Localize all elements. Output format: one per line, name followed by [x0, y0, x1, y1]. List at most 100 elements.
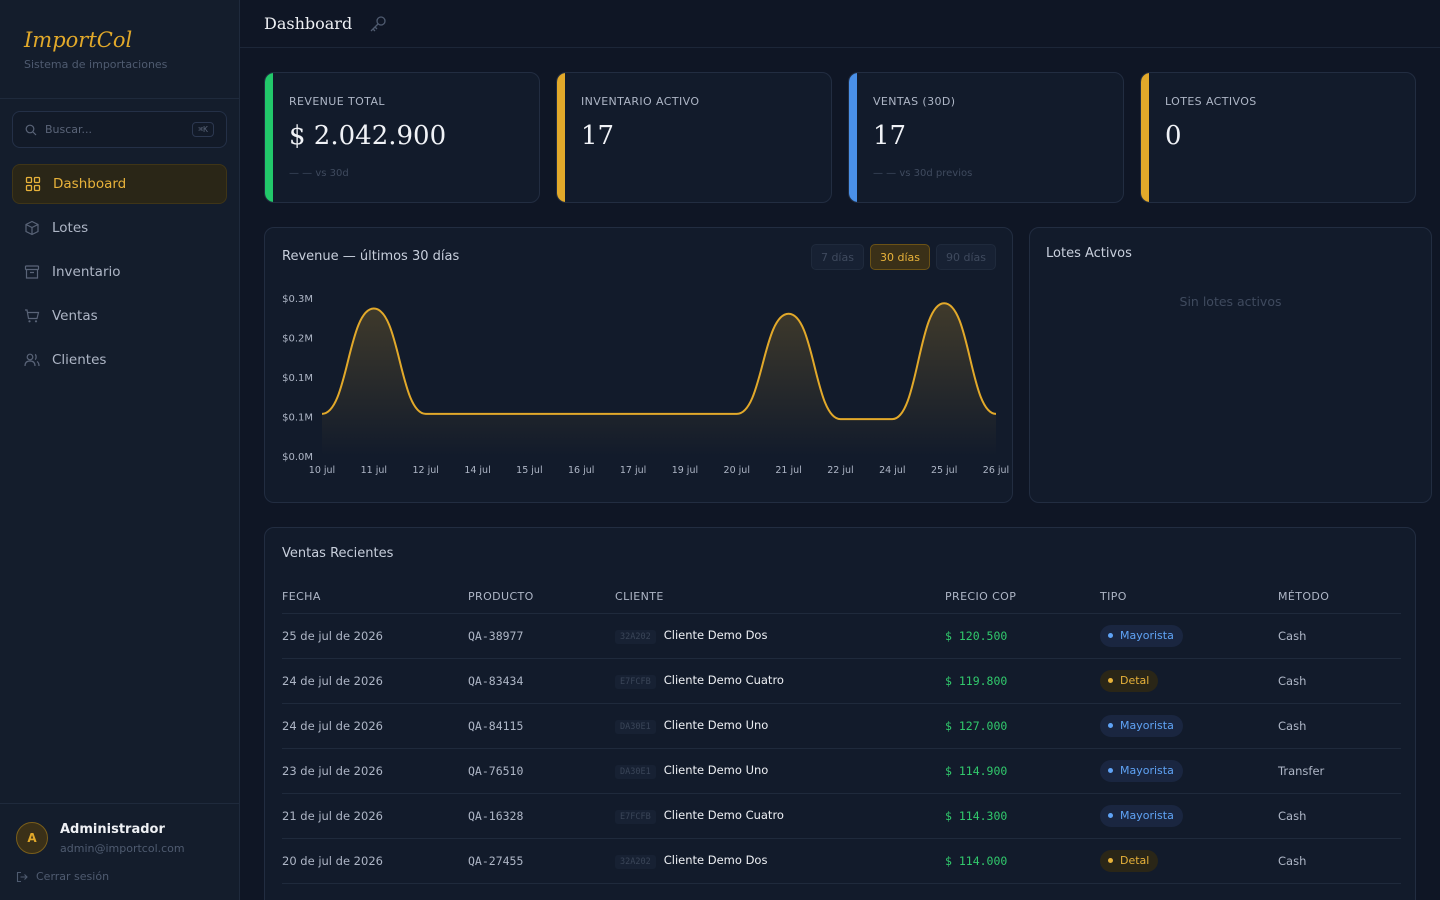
- data-point[interactable]: [526, 411, 532, 417]
- client-code: 32A202: [615, 854, 656, 869]
- brand-subtitle: Sistema de importaciones: [24, 58, 168, 71]
- revenue-chart: $0.0M $0.1M $0.1M $0.2M $0.3M 10 jul 11 jul 12 …: [282, 294, 1009, 476]
- status-dot: [1108, 768, 1113, 773]
- y-tick-label: $0.1M: [282, 373, 313, 384]
- table-row[interactable]: 25 de jul de 2026 QA-38977 32A202 Cliente D…: [282, 613, 1401, 659]
- client-code: E7FCFB: [615, 674, 656, 689]
- range-selector: 7 días 30 días 90 días: [805, 244, 996, 270]
- metodo-cell: Cash: [1278, 793, 1401, 839]
- precio-cell: $ 127.000: [945, 703, 1100, 749]
- data-point[interactable]: [423, 411, 429, 417]
- metodo-cell: Transfer: [1278, 748, 1401, 794]
- sidebar-item-label: Inventario: [52, 264, 121, 280]
- brand: ImportCol Sistema de importaciones: [0, 0, 239, 99]
- key-icon[interactable]: [368, 14, 388, 34]
- x-tick-label: 11 jul: [361, 465, 387, 476]
- lotes-title: Lotes Activos: [1046, 246, 1132, 261]
- client-code: E7FCFB: [615, 809, 656, 824]
- column-header[interactable]: CLIENTE: [615, 580, 945, 614]
- column-header[interactable]: PRECIO COP: [945, 580, 1100, 614]
- sidebar-nav: Dashboard Lotes Inventario Ventas Client…: [12, 164, 227, 384]
- tipo-label: Detal: [1120, 854, 1150, 867]
- y-tick-label: $0.1M: [282, 413, 313, 424]
- tipo-badge: Detal: [1100, 849, 1159, 872]
- stat-value: 17: [873, 121, 907, 151]
- user-name: Administrador: [60, 822, 165, 837]
- logout-button[interactable]: Cerrar sesión: [16, 870, 109, 883]
- stat-comparison: — — vs 30d previos: [873, 168, 973, 179]
- sidebar: ImportCol Sistema de importaciones ⌘K Da…: [0, 0, 240, 900]
- tipo-label: Mayorista: [1120, 629, 1174, 642]
- data-point[interactable]: [682, 411, 688, 417]
- column-header[interactable]: FECHA: [282, 580, 468, 614]
- sidebar-item-ventas[interactable]: Ventas: [12, 296, 227, 336]
- data-point[interactable]: [578, 411, 584, 417]
- data-point[interactable]: [786, 311, 792, 317]
- table-row[interactable]: 24 de jul de 2026 QA-83434 E7FCFB Cliente D…: [282, 658, 1401, 704]
- client-name: Cliente Demo Cuatro: [663, 807, 784, 822]
- sidebar-item-clientes[interactable]: Clientes: [12, 340, 227, 380]
- data-point[interactable]: [941, 300, 947, 306]
- data-point[interactable]: [371, 306, 377, 312]
- data-point[interactable]: [734, 411, 740, 417]
- revenue-title: Revenue — últimos 30 días: [282, 249, 460, 264]
- cliente-cell: E7FCFB Cliente Demo Cuatro: [615, 793, 945, 839]
- column-header[interactable]: TIPO: [1100, 580, 1278, 614]
- tipo-label: Mayorista: [1120, 719, 1174, 732]
- revenue-panel: Revenue — últimos 30 días 7 días 30 días…: [264, 227, 1013, 503]
- table-row[interactable]: 20 de jul de 2026 QA-27455 32A202 Cliente D…: [282, 838, 1401, 884]
- precio-cell: $ 114.900: [945, 748, 1100, 794]
- stat-label: REVENUE TOTAL: [289, 95, 385, 108]
- revenue-area: [322, 303, 996, 456]
- data-point[interactable]: [837, 416, 843, 422]
- client-name: Cliente Demo Uno: [663, 762, 769, 777]
- grid-icon: [25, 176, 41, 192]
- data-point[interactable]: [889, 416, 895, 422]
- stat-accent-bar: [557, 73, 565, 202]
- status-dot: [1108, 723, 1113, 728]
- precio-cell: $ 114.300: [945, 793, 1100, 839]
- client-code: DA30E1: [615, 764, 656, 779]
- sidebar-item-dashboard[interactable]: Dashboard: [12, 164, 227, 204]
- producto-cell: QA-16328: [468, 793, 615, 839]
- table-row[interactable]: 21 de jul de 2026 QA-16328 E7FCFB Cliente D…: [282, 793, 1401, 839]
- topbar: Dashboard: [240, 0, 1440, 48]
- logout-icon: [16, 871, 28, 882]
- brand-name: ImportCol: [24, 28, 133, 52]
- cliente-cell: 32A202 Cliente Demo Dos: [615, 613, 945, 659]
- column-header[interactable]: MÉTODO: [1278, 580, 1401, 614]
- x-tick-label: 24 jul: [879, 465, 905, 476]
- sidebar-item-label: Dashboard: [53, 176, 127, 192]
- cliente-cell: DA30E1 Cliente Demo Uno: [615, 703, 945, 749]
- ventas-table: FECHA PRODUCTO CLIENTE PRECIO COP TIPO M…: [282, 580, 1401, 884]
- range-30d-button[interactable]: 30 días: [869, 244, 930, 270]
- data-point[interactable]: [319, 411, 325, 417]
- sidebar-item-lotes[interactable]: Lotes: [12, 208, 227, 248]
- data-point[interactable]: [993, 411, 999, 417]
- shortcut-badge: ⌘K: [192, 122, 214, 137]
- x-tick-label: 10 jul: [309, 465, 335, 476]
- range-7d-button[interactable]: 7 días: [810, 244, 864, 270]
- range-90d-button[interactable]: 90 días: [935, 244, 996, 270]
- tipo-cell: Mayorista: [1100, 613, 1278, 659]
- search-icon: [25, 124, 37, 135]
- stat-card-revenue: REVENUE TOTAL $ 2.042.900 — — vs 30d: [264, 72, 540, 203]
- lotes-empty-state: Sin lotes activos: [1179, 294, 1282, 309]
- fecha-cell: 24 de jul de 2026: [282, 703, 468, 749]
- sidebar-item-inventario[interactable]: Inventario: [12, 252, 227, 292]
- producto-cell: QA-76510: [468, 748, 615, 794]
- table-row[interactable]: 23 de jul de 2026 QA-76510 DA30E1 Cliente D…: [282, 748, 1401, 794]
- status-dot: [1108, 858, 1113, 863]
- client-code: DA30E1: [615, 719, 656, 734]
- tipo-badge: Mayorista: [1100, 714, 1183, 737]
- price-value: $ 120.500: [945, 628, 1008, 643]
- x-tick-label: 16 jul: [568, 465, 594, 476]
- precio-cell: $ 120.500: [945, 613, 1100, 659]
- search-box[interactable]: ⌘K: [12, 111, 227, 148]
- producto-cell: QA-83434: [468, 658, 615, 704]
- table-row[interactable]: 24 de jul de 2026 QA-84115 DA30E1 Cliente D…: [282, 703, 1401, 749]
- search-input[interactable]: [45, 123, 193, 136]
- data-point[interactable]: [630, 411, 636, 417]
- column-header[interactable]: PRODUCTO: [468, 580, 615, 614]
- data-point[interactable]: [475, 411, 481, 417]
